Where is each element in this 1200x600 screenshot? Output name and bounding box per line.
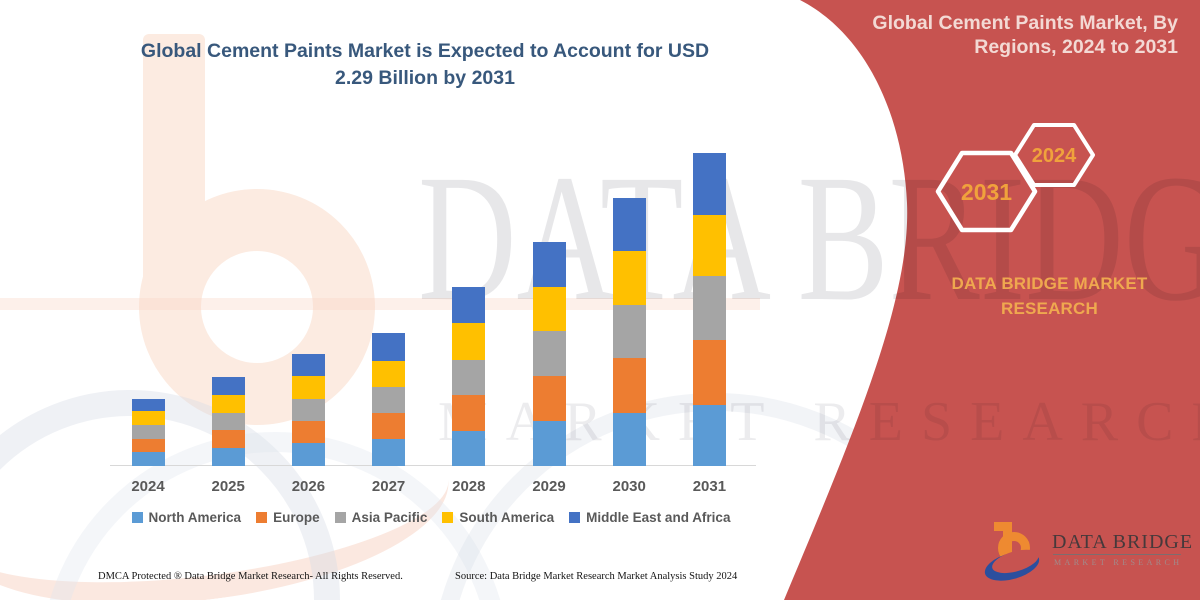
bar-segment: [211, 430, 245, 449]
bar-segment: [211, 412, 245, 431]
x-axis-line: [110, 465, 756, 466]
legend-label: Asia Pacific: [351, 510, 428, 525]
bar-segment: [372, 386, 406, 413]
bar-segment: [372, 360, 406, 387]
page-title-line2: 2.29 Billion by 2031: [335, 67, 515, 89]
bar-stack-2027: [372, 333, 406, 466]
bar-segment: [372, 438, 406, 466]
x-axis-label: 2031: [692, 478, 727, 495]
bar-segment: [692, 214, 726, 277]
bar-segment: [692, 276, 726, 341]
legend-label: North America: [148, 510, 242, 525]
page-title-line1: Global Cement Paints Market is Expected …: [140, 40, 710, 62]
chart-legend: North America Europe Asia Pacific South Ame…: [103, 510, 759, 525]
bar-segment: [612, 412, 646, 466]
legend-swatch: [334, 512, 346, 523]
bar-stack-2029: [532, 241, 566, 466]
bar-segment: [372, 412, 406, 439]
bar-segment: [612, 358, 646, 413]
brand-text-line1: DATA BRIDGE MARKET: [951, 274, 1148, 293]
bar-segment: [612, 251, 646, 305]
bar-segment: [532, 330, 566, 376]
bar-segment: [612, 304, 646, 359]
x-axis-label: 2028: [452, 478, 486, 495]
bar-segment: [291, 420, 325, 443]
bar-segment: [532, 241, 566, 288]
x-axis-label: 2027: [371, 478, 406, 495]
legend-label: Europe: [273, 510, 320, 525]
brand-text: DATA BRIDGE MARKET RESEARCH: [942, 271, 1157, 321]
bar-segment: [692, 404, 726, 466]
hexagon-2031-outline: [935, 150, 1038, 233]
bar-segment: [612, 198, 646, 252]
bar-segment: [131, 411, 165, 425]
logo-title: DATA BRIDGE: [1052, 531, 1194, 553]
bar-segment: [291, 442, 325, 466]
bar-segment: [452, 287, 486, 323]
bar-segment: [532, 287, 566, 331]
bar-segment: [692, 340, 726, 405]
bar-segment: [131, 424, 165, 439]
bar-stack-2026: [291, 353, 325, 466]
brand-text-line2: RESEARCH: [1000, 299, 1098, 318]
bar-segment: [372, 333, 406, 361]
bar-segment: [211, 448, 245, 466]
bar-segment: [452, 322, 486, 360]
data-bridge-logo-icon: [984, 522, 1040, 581]
bar-segment: [692, 153, 726, 215]
bar-segment: [131, 398, 165, 412]
legend-item-europe: Europe: [256, 510, 320, 525]
x-axis-label: 2025: [211, 478, 245, 495]
bar-segment: [452, 359, 486, 395]
hexagon-2031-label: 2031: [961, 179, 1012, 205]
x-axis-label: 2026: [291, 478, 326, 495]
bar-segment: [532, 375, 566, 421]
bar-stack-2025: [211, 377, 245, 466]
bar-segment: [291, 375, 325, 400]
bar-segment: [452, 395, 486, 431]
legend-item-south-america: South America: [442, 510, 554, 525]
legend-swatch: [131, 512, 143, 523]
logo-rule: [1053, 554, 1181, 555]
side-panel-heading: Global Cement Paints Market, By Regions,…: [846, 11, 1178, 59]
bar-segment: [532, 420, 566, 466]
legend-label: Middle East and Africa: [586, 510, 731, 525]
page-title: Global Cement Paints Market is Expected …: [125, 38, 725, 92]
bar-stack-2024: [131, 398, 165, 466]
bar-segment: [211, 394, 245, 413]
side-panel-heading-line2: Regions, 2024 to 2031: [974, 36, 1178, 58]
watermark-pink-band-shape: [0, 298, 760, 310]
hexagon-2024-label: 2024: [1032, 145, 1077, 167]
legend-swatch: [569, 512, 581, 523]
legend-label: South America: [459, 510, 555, 525]
legend-item-middle-east-and-africa: Middle East and Africa: [569, 510, 730, 525]
logo-subtitle: MARKET RESEARCH: [1054, 558, 1183, 567]
bar-segment: [131, 438, 165, 453]
side-panel-heading-line1: Global Cement Paints Market, By: [872, 12, 1178, 34]
bar-segment: [131, 452, 165, 466]
legend-swatch: [442, 512, 454, 523]
bar-segment: [452, 430, 486, 466]
year-hexagons: 2031 2024: [935, 123, 1095, 233]
logo-swoosh: [984, 549, 1040, 581]
bar-stack-2030: [612, 198, 646, 466]
legend-swatch: [256, 512, 268, 523]
bar-segment: [291, 353, 325, 376]
x-axis-label: 2030: [612, 478, 646, 495]
x-axis-label: 2029: [532, 478, 566, 495]
bar-stack-2031: [692, 153, 726, 466]
hexagon-2024-outline: [1013, 123, 1095, 187]
footer-copyright: DMCA Protected ® Data Bridge Market Rese…: [98, 571, 403, 582]
legend-item-north-america: North America: [131, 510, 242, 525]
legend-item-asia-pacific: Asia Pacific: [334, 510, 428, 525]
footer-source: Source: Data Bridge Market Research Mark…: [455, 571, 738, 582]
bar-segment: [291, 399, 325, 421]
bar-segment: [211, 377, 245, 395]
bar-stack-2028: [452, 287, 486, 466]
x-axis-label: 2024: [131, 478, 165, 495]
